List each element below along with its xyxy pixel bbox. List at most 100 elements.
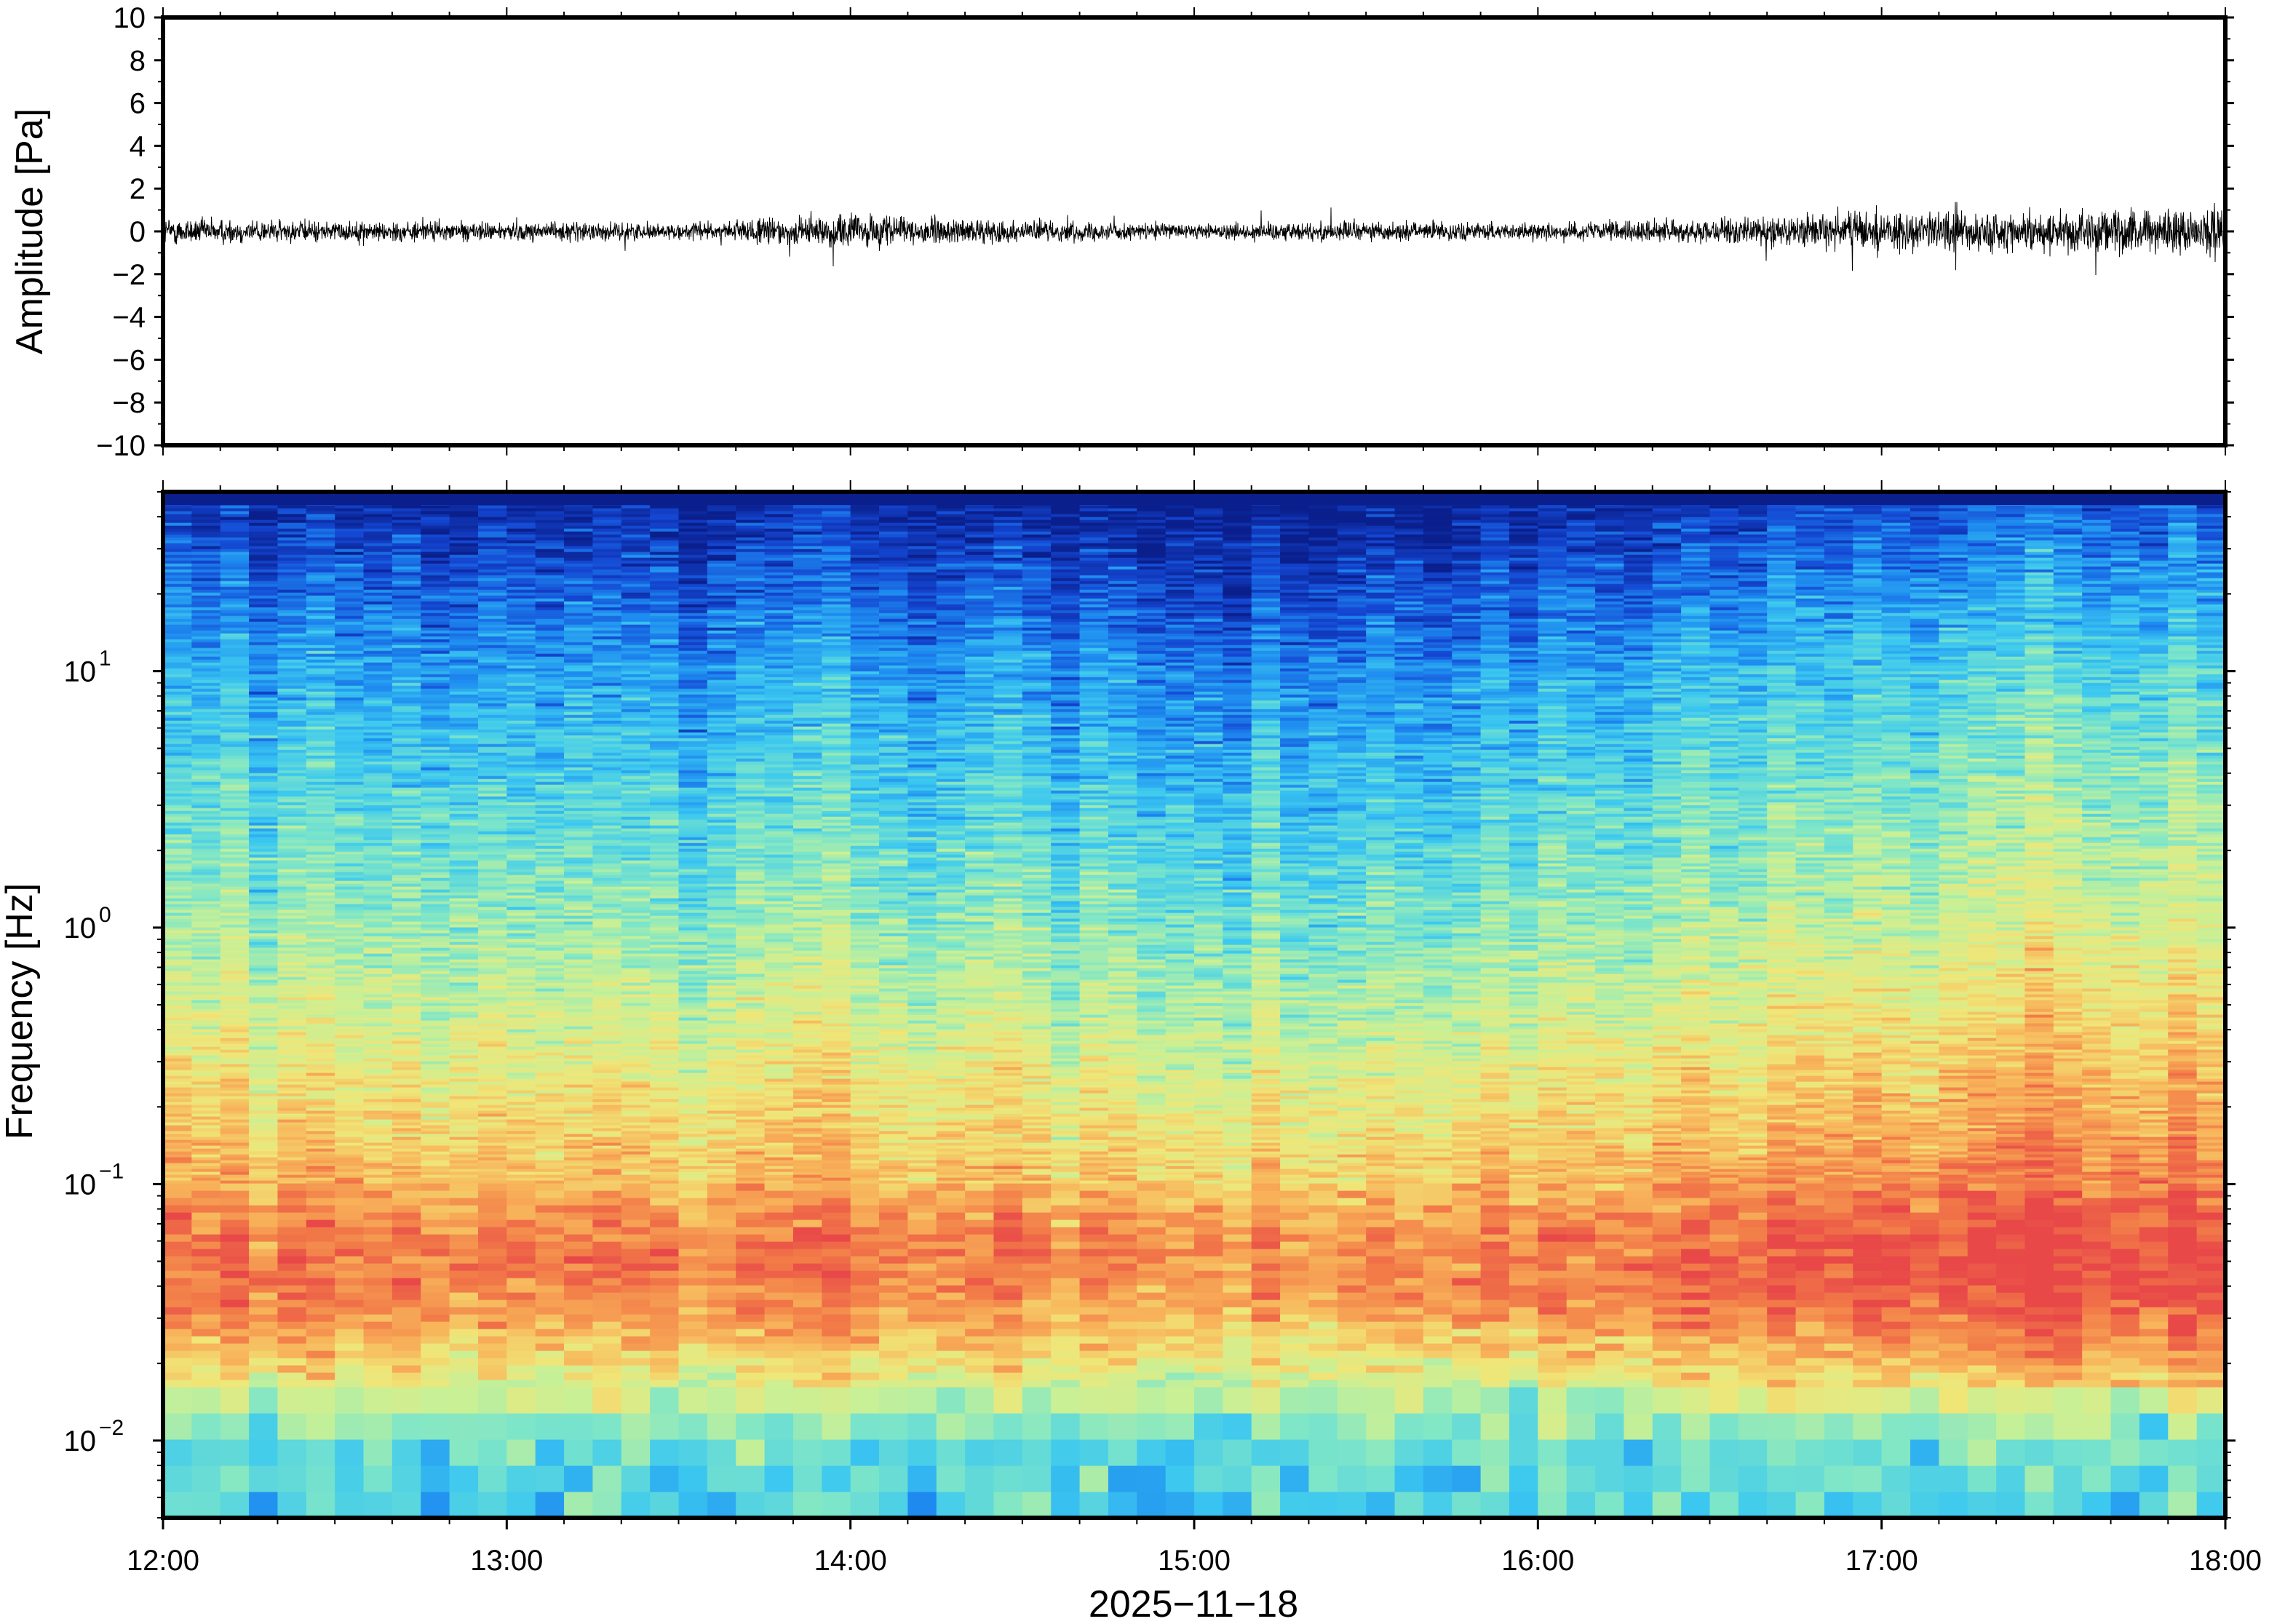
spectrogram-cell (363, 677, 393, 680)
spectrogram-cell (621, 1119, 651, 1123)
spectrogram-cell (335, 944, 365, 948)
spectrogram-cell (277, 796, 307, 800)
spectrogram-cell (191, 956, 221, 960)
spectrogram-cell (506, 831, 536, 835)
spectrogram-cell (449, 1006, 479, 1009)
spectrogram-cell (564, 1113, 594, 1117)
spectrogram-cell (363, 671, 393, 674)
spectrogram-cell (191, 537, 221, 541)
spectrogram-cell (506, 520, 536, 523)
spectrogram-cell (363, 610, 393, 613)
spectrogram-cell (564, 1046, 594, 1050)
spectrogram-cell (564, 1090, 594, 1094)
spectrogram-cell (220, 886, 250, 890)
spectrogram-cell (592, 776, 622, 779)
spectrogram-cell (392, 947, 421, 951)
spectrogram-cell (564, 680, 594, 683)
spectrogram-cell (421, 546, 450, 549)
spectrogram-cell (277, 907, 307, 910)
spectrogram-cell (163, 974, 192, 977)
spectrogram-cell (249, 875, 279, 878)
spectrogram-cell (191, 1107, 221, 1111)
spectrogram-cell (335, 1075, 365, 1079)
spectrogram-cell (392, 781, 421, 785)
spectrogram-cell (392, 863, 421, 867)
spectrogram-cell (477, 726, 507, 730)
spectrogram-cell (220, 543, 250, 546)
spectrogram-cell (621, 514, 651, 517)
spectrogram-cell (249, 1046, 279, 1050)
spectrogram-cell (363, 1145, 393, 1149)
spectrogram-cell (477, 1145, 507, 1149)
spectrogram-cell (220, 1049, 250, 1053)
spectrogram-cell (592, 517, 622, 520)
spectrogram-cell (449, 537, 479, 541)
spectrogram-cell (392, 1329, 421, 1337)
spectrogram-cell (650, 630, 680, 634)
spectrogram-cell (592, 598, 622, 602)
spectrogram-cell (564, 592, 594, 596)
spectrogram-cell (592, 863, 622, 867)
spectrogram-cell (392, 889, 421, 893)
spectrogram-cell (249, 563, 279, 567)
spectrogram-cell (163, 895, 192, 899)
spectrogram-cell (220, 758, 250, 762)
spectrogram-cell (477, 1087, 507, 1091)
spectrogram-cell (506, 1000, 536, 1003)
spectrogram-cell (449, 965, 479, 968)
spectrogram-cell (564, 735, 594, 739)
spectrogram-cell (335, 712, 365, 715)
spectrogram-cell (249, 1061, 279, 1064)
spectrogram-cell (449, 691, 479, 695)
spectrogram-cell (163, 1285, 192, 1293)
spectrogram-cell (163, 1358, 192, 1366)
spectrogram-cell (392, 1043, 421, 1047)
spectrogram-cell (220, 997, 250, 1000)
spectrogram-cell (220, 738, 250, 741)
spectrogram-cell (421, 1413, 450, 1440)
spectrogram-cell (363, 758, 393, 762)
spectrogram-cell (564, 895, 594, 899)
spectrogram-cell (363, 1026, 393, 1030)
spectrogram-cell (564, 1110, 594, 1114)
spectrogram-cell (477, 723, 507, 727)
spectrogram-cell (163, 1017, 192, 1021)
spectrogram-cell (621, 860, 651, 864)
spectrogram-cell (506, 974, 536, 977)
spectrogram-cell (592, 1372, 622, 1380)
spectrogram-cell (535, 1263, 565, 1271)
spectrogram-cell (335, 1035, 365, 1038)
spectrogram-cell (564, 642, 594, 645)
spectrogram-cell (650, 1023, 680, 1027)
spectrogram-cell (535, 717, 565, 721)
spectrogram-cell (220, 828, 250, 832)
spectrogram-cell (249, 1119, 279, 1123)
spectrogram-cell (621, 808, 651, 811)
spectrogram-cell (392, 840, 421, 843)
spectrogram-cell (535, 1049, 565, 1053)
spectrogram-cell (449, 843, 479, 846)
spectrogram-cell (477, 586, 507, 590)
spectrogram-cell (449, 1169, 479, 1172)
spectrogram-cell (592, 569, 622, 573)
spectrogram-cell (477, 1148, 507, 1152)
spectrogram-cell (335, 1072, 365, 1076)
spectrogram-cell (506, 1157, 536, 1161)
spectrogram-cell (535, 822, 565, 826)
spectrogram-cell (564, 1387, 594, 1414)
spectrogram-cell (449, 1241, 479, 1249)
spectrogram-cell (220, 1125, 250, 1129)
spectrogram-cell (592, 680, 622, 683)
spectrogram-cell (392, 1492, 421, 1518)
spectrogram-cell (392, 761, 421, 765)
spectrogram-cell (650, 685, 680, 689)
spectrogram-cell (650, 554, 680, 558)
spectrogram-cell (335, 581, 365, 584)
spectrogram-cell (421, 604, 450, 608)
spectrogram-cell (535, 1070, 565, 1073)
spectrogram-cell (277, 729, 307, 733)
spectrogram-cell (363, 1011, 393, 1015)
spectrogram-cell (477, 1492, 507, 1518)
spectrogram-cell (477, 831, 507, 835)
spectrogram-cell (220, 1038, 250, 1041)
